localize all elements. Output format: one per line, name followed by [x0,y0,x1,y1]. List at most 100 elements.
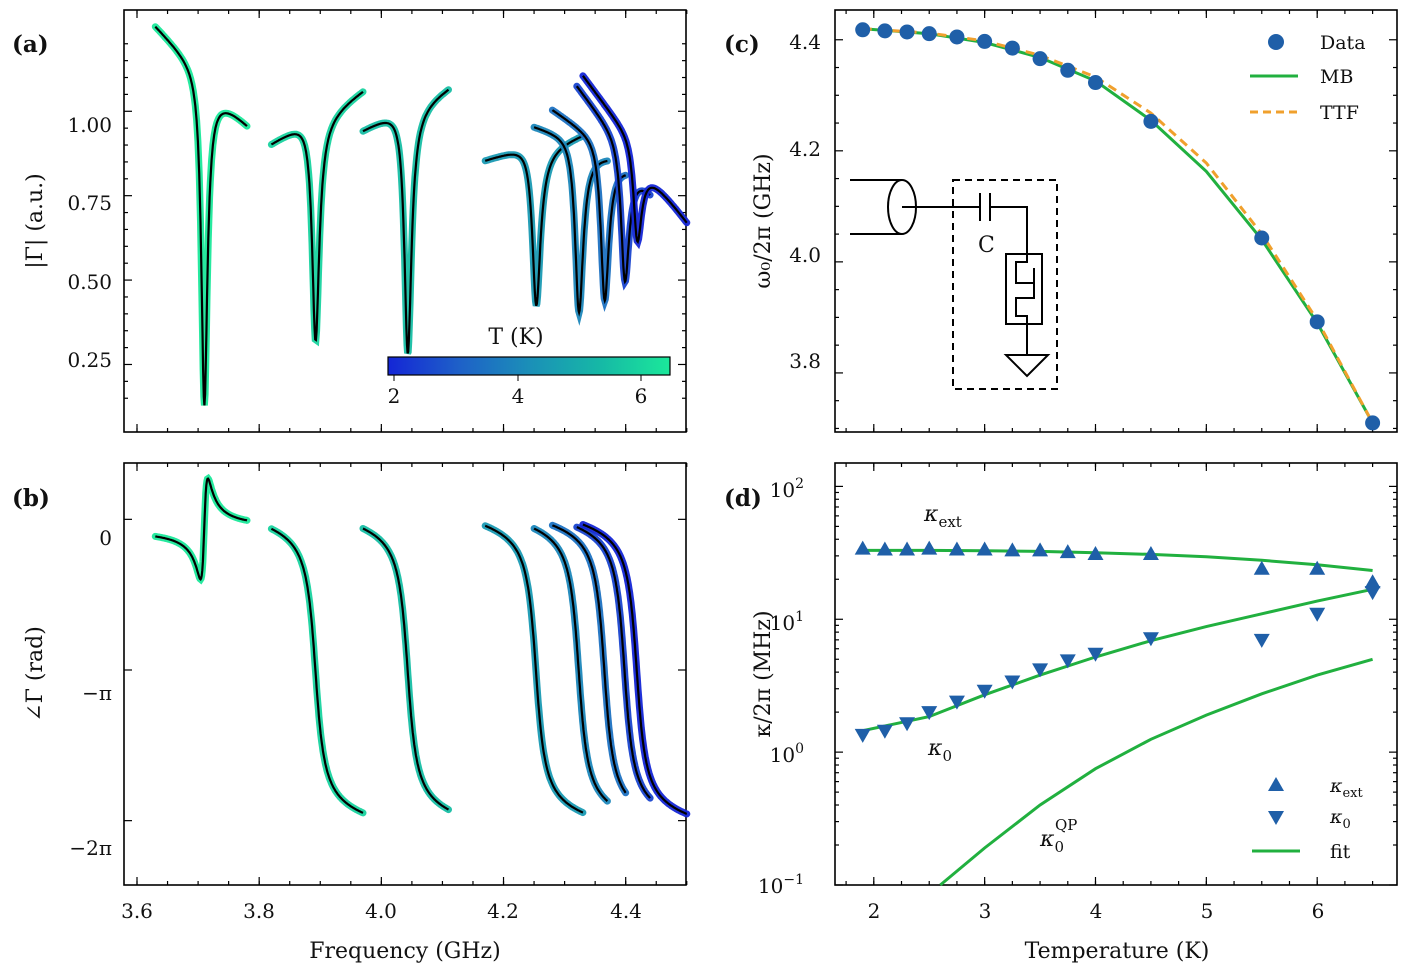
panel-b-label: (b) [12,485,50,512]
panel-b-yticks: 0 −π −2π [69,526,112,860]
kappa-ext-point [948,541,965,556]
fit-curve-T=5.5K [362,88,450,354]
panel-b-xlabel: Frequency (GHz) [309,939,501,964]
panel-a-curves [124,10,691,432]
panel-b-ytick: −2π [69,836,112,860]
fit-curve-T=3.5K [551,109,627,305]
data-point [1309,314,1325,330]
fit-line-3 [862,587,1373,733]
data-curve-T=5.5K [359,525,452,814]
panel-a: (a) 1.00 0.75 0.50 0.25 |Γ| (a.u.) T (K) [12,9,691,433]
panel-d-ytick: 10−1 [758,872,804,898]
data-point [1087,75,1103,91]
fit-curve-T=1.9K [582,523,688,815]
panel-d-yticks: 102 101 100 10−1 [758,476,804,898]
kappa-0-point [854,728,871,743]
data-point [1060,62,1076,78]
kappa-ext-point [854,540,871,555]
legend-marker-kappa-0 [1268,811,1284,825]
colorbar-tick-label: 2 [388,384,401,408]
panel-a-ytick: 0.75 [67,191,112,215]
colorbar-bar [387,356,671,376]
kappa-ext-point [921,540,938,555]
panel-d-label: (d) [724,485,762,512]
circuit-inset [850,179,1058,390]
panel-b-ytick: 0 [99,526,112,550]
kappa-0-point [921,706,938,721]
fit-curve-T=1.9K [582,75,688,245]
colorbar-tick-label: 4 [512,384,525,408]
wire [990,206,1028,254]
panel-b-frame [123,462,687,886]
kappa-0-point [1309,607,1326,622]
panel-c-label: (c) [724,31,760,58]
panel-c-ytick: 4.2 [789,137,821,161]
panel-b-curves [124,463,691,885]
kappa-0-point [1032,663,1049,678]
data-point [899,24,915,40]
panel-d-xtick: 6 [1312,899,1325,923]
panel-c-ytick: 4.4 [789,30,821,54]
kappa-ext-point [1059,544,1076,559]
kappa-0-point [1004,675,1021,690]
panel-d-xlabel: Temperature (K) [1025,939,1210,964]
fit-curve-T=6.5K [154,25,248,406]
kappa-ext-point [1142,545,1159,560]
data-point [855,22,871,38]
panel-b-xtick: 4.0 [365,899,397,923]
kappa-0-point [1059,654,1076,669]
panel-d-ytick: 101 [770,609,804,635]
colorbar-title: T (K) [488,325,543,350]
kappa-0-point [1142,632,1159,647]
fit-line-4 [939,657,1374,887]
panel-d: (d) 102 101 100 10−1 κ/2π (MHz) 2 3 4 5 … [724,462,1398,964]
panel-d-plot [835,463,1397,887]
panel-d-xtick: 4 [1090,899,1103,923]
kappa-ext-point [1364,574,1381,589]
fit-curve-T=5.5K [362,527,450,811]
data-point [977,33,993,49]
panel-d-ytick: 100 [770,741,804,767]
kappa-0-point [876,724,893,739]
kappa-0-point [1087,647,1104,662]
kappa-ext-point [976,541,993,556]
data-point [877,23,893,39]
kappa-ext-point [1087,545,1104,560]
fit-curve-T=6.0K [270,527,364,814]
panel-c-legend: Data MB TTF [1250,32,1366,124]
dashed-box [952,179,1058,390]
panel-c: (c) 4.4 4.2 4.0 3.8 ω₀/2π (GHz) C [724,9,1398,433]
ground-symbol [1003,354,1051,378]
panel-b: (b) 0 −π −2π ∠Γ (rad) 3.6 3.8 4.0 4.2 4.… [12,462,691,964]
annotation-kappa-ext: κext [923,502,962,531]
panel-d-xtick: 3 [979,899,992,923]
panel-d-ylabel: κ/2π (MHz) [751,610,776,737]
kappa-ext-point [1004,542,1021,557]
annotation-kappa-qp: κ0QP [1039,816,1077,856]
panel-a-ytick: 0.25 [67,348,112,372]
panel-d-xticks: 2 3 4 5 6 [868,899,1325,923]
annotation-kappa-0: κ0 [927,736,952,765]
panel-a-ylabel: |Γ| (a.u.) [23,173,48,269]
panel-d-xtick: 5 [1201,899,1214,923]
panel-c-plot [835,10,1397,432]
panel-b-xtick: 4.4 [610,899,642,923]
data-point [1254,230,1270,246]
legend-marker-kappa-ext [1268,777,1284,791]
legend-label-ttf: TTF [1320,102,1359,124]
fit-curve-T=4.5K [484,524,584,814]
panel-b-ylabel: ∠Γ (rad) [23,626,48,722]
legend-label-kappa-ext: κext [1329,775,1363,801]
colorbar: T (K) 2 4 6 [387,325,671,408]
panel-d-ytick: 102 [770,476,804,502]
panel-d-xtick: 2 [868,899,881,923]
fit-curve-T=2.5K [576,526,651,799]
panel-b-ytick: −π [82,681,112,705]
data-point [921,26,937,42]
data-point [949,29,965,45]
legend-label-data: Data [1320,32,1366,54]
kappa-0-point [1253,633,1270,648]
data-point [1365,415,1381,431]
ttf-fit-line [862,27,1374,424]
interdigitated-element [1015,254,1035,324]
